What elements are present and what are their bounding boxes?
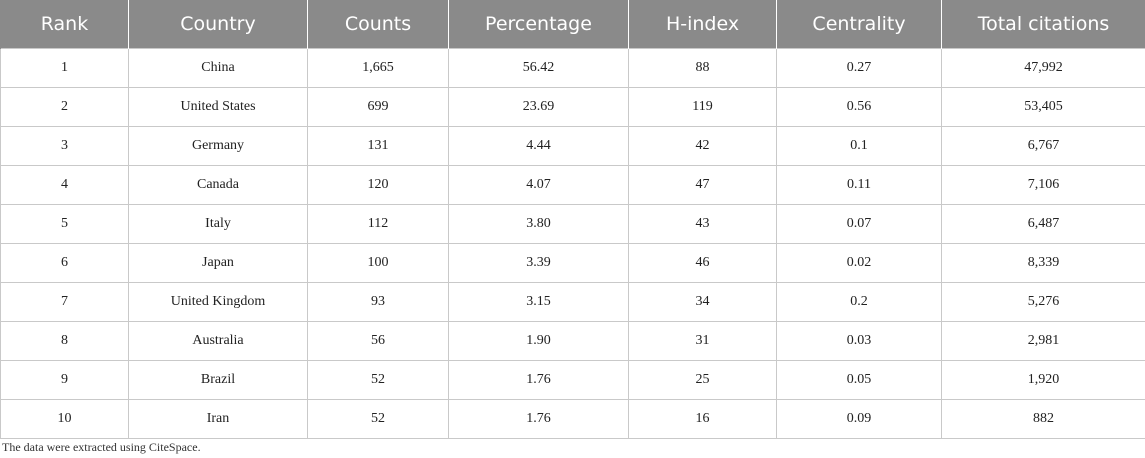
header-counts: Counts [307,0,449,49]
rank-cell: 9 [0,360,129,400]
percentage-cell: 4.44 [448,126,629,166]
table-row: 9 Brazil 52 1.76 25 0.05 1,920 [0,360,1145,400]
h-index-cell: 46 [628,243,777,283]
counts-cell: 56 [307,321,449,361]
country-cell: Germany [128,126,308,166]
percentage-cell: 23.69 [448,87,629,127]
centrality-cell: 0.05 [776,360,942,400]
country-cell: Australia [128,321,308,361]
country-table-container: Rank Country Counts Percentage H-index Centra… [0,0,1145,439]
country-cell: Iran [128,399,308,439]
country-cell: United States [128,87,308,127]
rank-cell: 10 [0,399,129,439]
centrality-cell: 0.03 [776,321,942,361]
percentage-cell: 1.76 [448,399,629,439]
h-index-cell: 43 [628,204,777,244]
table-row: 3 Germany 131 4.44 42 0.1 6,767 [0,126,1145,166]
percentage-cell: 4.07 [448,165,629,205]
country-cell: Japan [128,243,308,283]
h-index-cell: 47 [628,165,777,205]
percentage-cell: 3.80 [448,204,629,244]
counts-cell: 93 [307,282,449,322]
percentage-cell: 1.76 [448,360,629,400]
table-footnote: The data were extracted using CiteSpace. [2,440,201,454]
centrality-cell: 0.02 [776,243,942,283]
total-citations-cell: 2,981 [941,321,1145,361]
header-h-index: H-index [628,0,777,49]
h-index-cell: 25 [628,360,777,400]
rank-cell: 7 [0,282,129,322]
table-row: 7 United Kingdom 93 3.15 34 0.2 5,276 [0,282,1145,322]
centrality-cell: 0.09 [776,399,942,439]
rank-cell: 1 [0,48,129,88]
centrality-cell: 0.1 [776,126,942,166]
h-index-cell: 31 [628,321,777,361]
header-percentage: Percentage [448,0,629,49]
country-cell: United Kingdom [128,282,308,322]
country-table: Rank Country Counts Percentage H-index Centra… [0,0,1145,439]
centrality-cell: 0.27 [776,48,942,88]
counts-cell: 131 [307,126,449,166]
counts-cell: 100 [307,243,449,283]
table-row: 2 United States 699 23.69 119 0.56 53,405 [0,87,1145,127]
counts-cell: 120 [307,165,449,205]
total-citations-cell: 1,920 [941,360,1145,400]
table-row: 5 Italy 112 3.80 43 0.07 6,487 [0,204,1145,244]
table-row: 1 China 1,665 56.42 88 0.27 47,992 [0,48,1145,88]
centrality-cell: 0.2 [776,282,942,322]
country-cell: Italy [128,204,308,244]
table-row: 4 Canada 120 4.07 47 0.11 7,106 [0,165,1145,205]
country-cell: China [128,48,308,88]
table-row: 10 Iran 52 1.76 16 0.09 882 [0,399,1145,439]
h-index-cell: 88 [628,48,777,88]
counts-cell: 699 [307,87,449,127]
header-total-citations: Total citations [941,0,1145,49]
total-citations-cell: 7,106 [941,165,1145,205]
rank-cell: 8 [0,321,129,361]
counts-cell: 112 [307,204,449,244]
counts-cell: 52 [307,360,449,400]
centrality-cell: 0.11 [776,165,942,205]
header-country: Country [128,0,308,49]
header-centrality: Centrality [776,0,942,49]
table-row: 6 Japan 100 3.39 46 0.02 8,339 [0,243,1145,283]
counts-cell: 1,665 [307,48,449,88]
total-citations-cell: 8,339 [941,243,1145,283]
h-index-cell: 119 [628,87,777,127]
rank-cell: 2 [0,87,129,127]
total-citations-cell: 53,405 [941,87,1145,127]
total-citations-cell: 6,767 [941,126,1145,166]
total-citations-cell: 47,992 [941,48,1145,88]
percentage-cell: 1.90 [448,321,629,361]
centrality-cell: 0.07 [776,204,942,244]
percentage-cell: 3.15 [448,282,629,322]
header-row: Rank Country Counts Percentage H-index Centra… [0,0,1145,49]
table-header: Rank Country Counts Percentage H-index Centra… [0,0,1145,49]
total-citations-cell: 5,276 [941,282,1145,322]
country-cell: Brazil [128,360,308,400]
h-index-cell: 34 [628,282,777,322]
total-citations-cell: 6,487 [941,204,1145,244]
header-rank: Rank [0,0,129,49]
rank-cell: 3 [0,126,129,166]
h-index-cell: 16 [628,399,777,439]
total-citations-cell: 882 [941,399,1145,439]
counts-cell: 52 [307,399,449,439]
rank-cell: 5 [0,204,129,244]
percentage-cell: 56.42 [448,48,629,88]
country-cell: Canada [128,165,308,205]
table-row: 8 Australia 56 1.90 31 0.03 2,981 [0,321,1145,361]
table-body: 1 China 1,665 56.42 88 0.27 47,992 2 United Stat… [0,48,1145,439]
rank-cell: 4 [0,165,129,205]
centrality-cell: 0.56 [776,87,942,127]
percentage-cell: 3.39 [448,243,629,283]
h-index-cell: 42 [628,126,777,166]
rank-cell: 6 [0,243,129,283]
